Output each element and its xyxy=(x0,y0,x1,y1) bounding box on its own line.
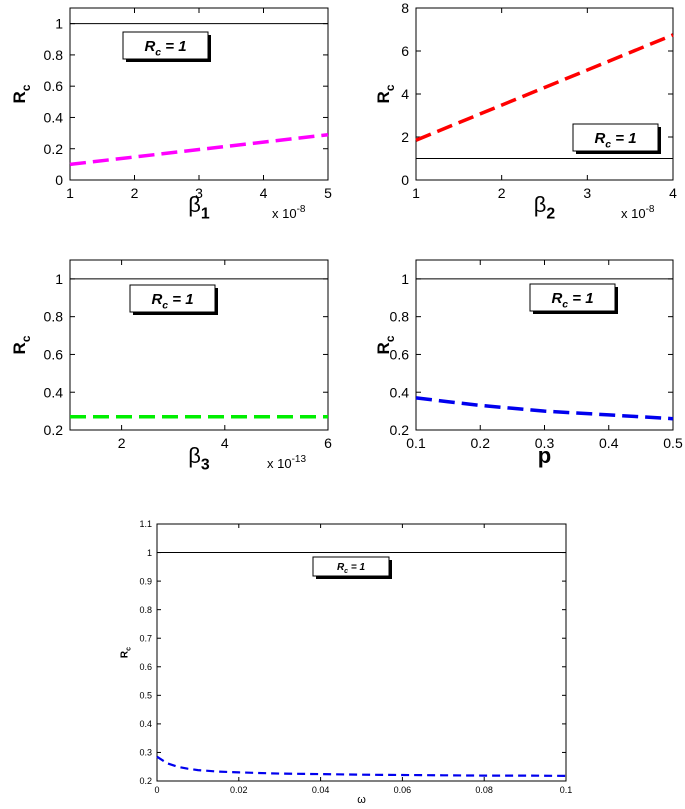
y-axis-label: Rc xyxy=(10,84,33,103)
x-tick-label: 0.02 xyxy=(230,785,248,795)
y-tick-label: 0.4 xyxy=(139,719,152,729)
y-tick-label: 0.2 xyxy=(139,776,152,786)
y-tick-label: 1 xyxy=(401,271,409,287)
y-tick-label: 0.2 xyxy=(44,141,64,157)
y-tick-label: 0.5 xyxy=(139,691,152,701)
x-tick-label: 1 xyxy=(66,185,74,201)
series-line xyxy=(415,396,674,421)
x-tick-label: 6 xyxy=(324,435,332,451)
y-tick-label: 1.1 xyxy=(139,519,152,529)
x-tick-label: 0 xyxy=(154,785,159,795)
y-tick-label: 0.6 xyxy=(44,346,64,362)
x-axis-multiplier: x 10-13 xyxy=(267,454,306,471)
legend-box xyxy=(529,283,616,312)
legend-label: Rc = 1 xyxy=(337,562,366,575)
chart-5: 0 0.02 0.04 0.06 0.08 0.1 0.2 0.3 0.4 0.5 0.6 0.7 0.… xyxy=(120,519,573,806)
legend-label: Rc = 1 xyxy=(144,38,186,59)
chart-2: 1 2 3 4 0 2 4 6 8 Rc = 1 Rc β2 x 10-8 xyxy=(374,0,677,223)
legend-box xyxy=(122,31,209,60)
x-tick-label: 5 xyxy=(324,185,332,201)
y-tick-label: 4 xyxy=(401,86,409,102)
y-tick-label: 1 xyxy=(55,271,63,287)
x-tick-label: 4 xyxy=(669,185,677,201)
y-tick-label: 0.6 xyxy=(44,78,64,94)
axes-frame xyxy=(415,7,674,181)
y-tick-label: 8 xyxy=(401,0,409,16)
x-tick-label: 0.1 xyxy=(560,785,573,795)
y-tick-label: 0.8 xyxy=(139,605,152,615)
y-tick-label: 2 xyxy=(401,129,409,145)
legend-label: Rc = 1 xyxy=(151,291,193,312)
x-tick-label: 2 xyxy=(498,185,506,201)
y-tick-label: 0 xyxy=(401,172,409,188)
y-tick-label: 0.3 xyxy=(139,748,152,758)
x-axis-label: β2 xyxy=(534,192,556,223)
x-tick-label: 0.2 xyxy=(471,435,491,451)
x-tick-label: 0.04 xyxy=(312,785,330,795)
x-axis-label: β3 xyxy=(188,443,210,474)
y-tick-label: 1 xyxy=(147,548,152,558)
x-axis-label: β1 xyxy=(188,192,210,223)
chart-3: 2 4 6 0.2 0.4 0.6 0.8 1 Rc = 1 Rc β3 x 10-13 xyxy=(10,259,332,474)
legend-label: Rc = 1 xyxy=(551,290,593,311)
axes-frame xyxy=(69,259,329,431)
series-line xyxy=(69,132,329,167)
y-axis-label: Rc xyxy=(374,335,397,354)
x-tick-label: 3 xyxy=(583,185,591,201)
x-tick-label: 2 xyxy=(131,185,139,201)
y-tick-label: 0.4 xyxy=(390,384,410,400)
x-tick-label: 2 xyxy=(118,435,126,451)
x-tick-label: 3 xyxy=(195,185,203,201)
y-tick-label: 0.6 xyxy=(390,346,410,362)
y-axis-label: Rc xyxy=(10,335,33,354)
series-line xyxy=(415,33,674,142)
x-tick-label: 4 xyxy=(221,435,229,451)
y-tick-label: 0.6 xyxy=(139,662,152,672)
legend-box xyxy=(129,284,216,313)
y-tick-label: 0 xyxy=(55,172,63,188)
y-axis-label: Rc xyxy=(120,647,133,658)
y-tick-label: 0.9 xyxy=(139,576,152,586)
y-tick-label: 0.4 xyxy=(44,109,64,125)
x-tick-label: 0.4 xyxy=(599,435,619,451)
x-axis-multiplier: x 10-8 xyxy=(621,204,655,221)
y-tick-label: 0.7 xyxy=(139,633,152,643)
axes-frame xyxy=(156,523,567,782)
chart-1: 1 2 3 4 5 0 0.2 0.4 0.6 0.8 1 Rc = 1 Rc β1 x 10-8 xyxy=(10,7,332,223)
legend-label: Rc = 1 xyxy=(594,130,636,151)
y-tick-label: 6 xyxy=(401,43,409,59)
x-tick-label: 1 xyxy=(412,185,420,201)
y-tick-label: 0.2 xyxy=(390,422,410,438)
x-tick-label: 0.08 xyxy=(475,785,493,795)
legend-box xyxy=(312,556,390,577)
x-axis-label: p xyxy=(538,443,551,468)
x-tick-label: 0.5 xyxy=(663,435,683,451)
x-tick-label: 0.3 xyxy=(535,435,555,451)
legend-box xyxy=(572,123,659,152)
y-tick-label: 0.8 xyxy=(390,309,410,325)
x-axis-multiplier: x 10-8 xyxy=(272,204,306,221)
y-axis-label: Rc xyxy=(374,84,397,103)
y-tick-label: 1 xyxy=(55,16,63,32)
y-tick-label: 0.8 xyxy=(44,309,64,325)
series-line xyxy=(156,755,567,777)
x-tick-label: 0.1 xyxy=(406,435,426,451)
x-tick-label: 4 xyxy=(260,185,268,201)
y-tick-label: 0.4 xyxy=(44,384,64,400)
x-axis-label: ω xyxy=(357,794,366,806)
x-tick-label: 0.06 xyxy=(394,785,412,795)
y-tick-label: 0.8 xyxy=(44,47,64,63)
y-tick-label: 0.2 xyxy=(44,422,64,438)
